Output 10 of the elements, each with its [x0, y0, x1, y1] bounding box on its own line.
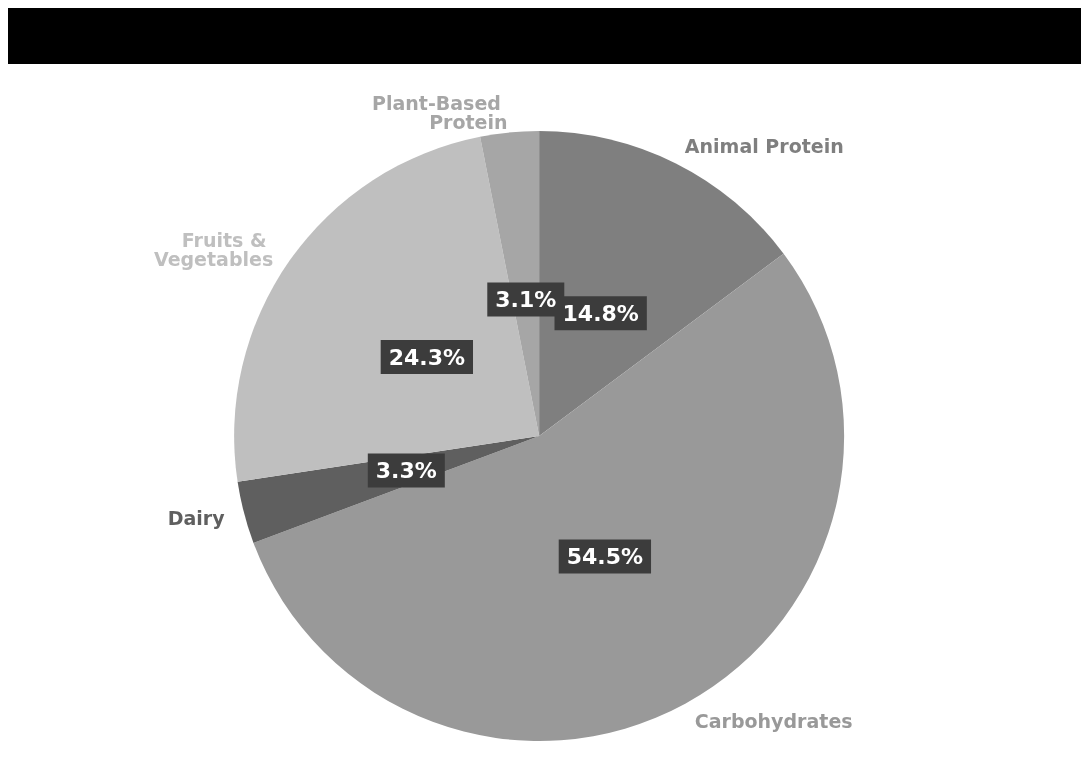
data-label: 3.3%: [375, 458, 437, 484]
data-label: 14.8%: [562, 300, 639, 326]
slice-label: Animal Protein: [684, 134, 844, 157]
data-label: 3.1%: [495, 286, 557, 312]
slice-label: Dairy: [167, 506, 226, 529]
slice-label: Carbohydrates: [694, 710, 853, 733]
data-label: 54.5%: [566, 543, 644, 569]
slice-label: Fruits & Vegetables: [153, 228, 274, 270]
slice-label: Plant-Based Protein: [372, 92, 508, 134]
data-label: 24.3%: [388, 344, 466, 370]
